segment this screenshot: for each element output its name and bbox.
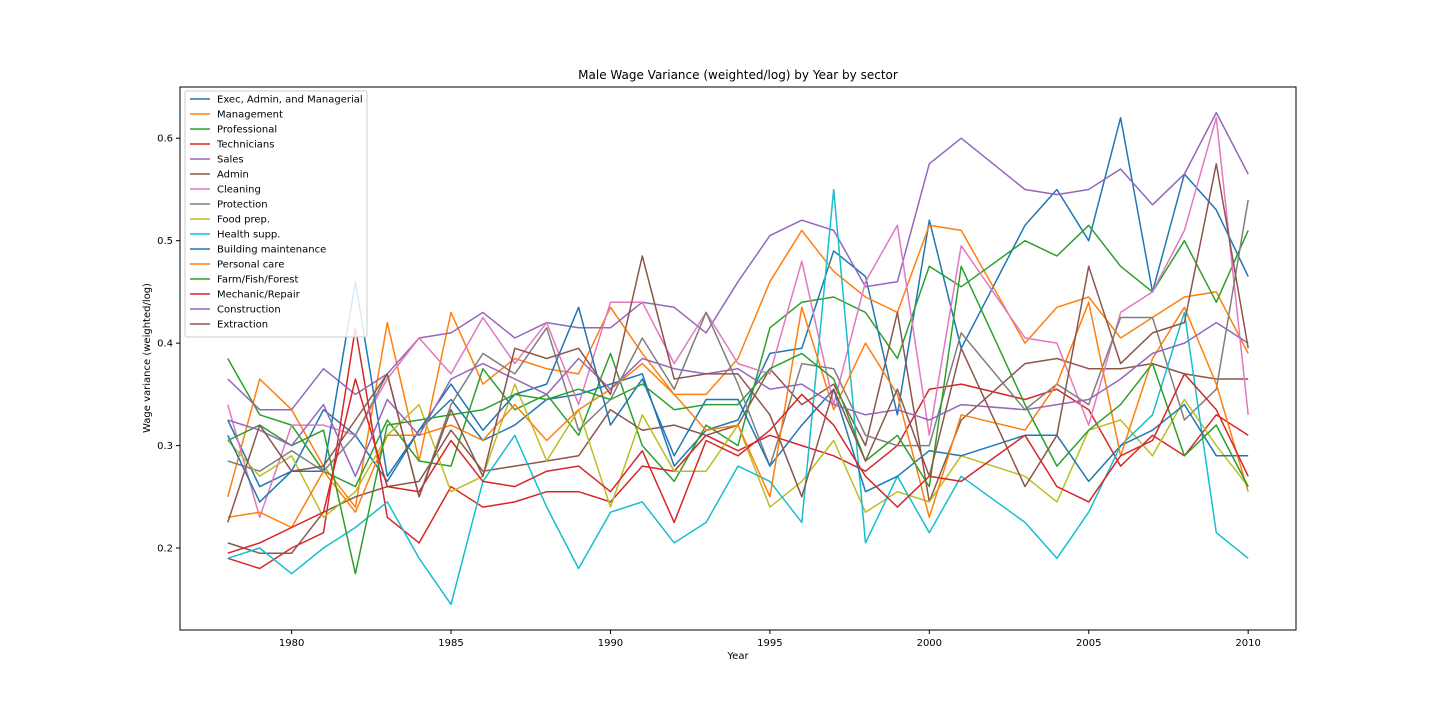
- legend-label: Exec, Admin, and Managerial: [217, 95, 363, 106]
- y-tick-label: 0.5: [157, 236, 173, 247]
- y-axis-label: Wage variance (weighted/log): [142, 283, 153, 433]
- x-tick-label: 1980: [279, 638, 304, 649]
- series-line-15: [227, 321, 1249, 478]
- series-line-4: [227, 327, 1249, 570]
- x-axis-label: Year: [726, 651, 749, 662]
- series-line-7: [227, 116, 1249, 519]
- y-tick-label: 0.2: [157, 544, 173, 555]
- series-layer: [227, 111, 1249, 606]
- chart-title: Male Wage Variance (weighted/log) by Yea…: [578, 68, 898, 82]
- legend-label: Protection: [217, 200, 268, 211]
- series-line-2: [227, 224, 1249, 508]
- y-axis: 0.2 0.3 0.4 0.5 0.6: [157, 134, 180, 555]
- legend-label: Admin: [217, 170, 249, 181]
- x-tick-label: 2010: [1235, 638, 1260, 649]
- x-axis: 1980 1985 1990 1995 2000 2005 2010: [279, 630, 1261, 649]
- series-line-13: [227, 265, 1249, 575]
- series-line-1: [227, 116, 1249, 488]
- series-line-6: [227, 311, 1249, 554]
- series-line-14: [227, 373, 1249, 554]
- y-tick-label: 0.3: [157, 441, 173, 452]
- legend-label: Food prep.: [217, 215, 270, 226]
- legend-label: Sales: [217, 155, 244, 166]
- x-tick-label: 2005: [1076, 638, 1101, 649]
- legend-label: Mechanic/Repair: [217, 290, 301, 301]
- x-tick-label: 1990: [598, 638, 623, 649]
- legend-label: Health supp.: [217, 230, 280, 241]
- legend-label: Construction: [217, 305, 281, 316]
- series-line-11: [227, 280, 1249, 503]
- legend-label: Extraction: [217, 320, 268, 331]
- legend-label: Cleaning: [217, 185, 261, 196]
- legend-box: [184, 90, 368, 338]
- series-line-16: [227, 163, 1249, 523]
- legend-label: Farm/Fish/Forest: [217, 275, 298, 286]
- series-line-3: [227, 224, 1249, 488]
- legend-label: Technicians: [216, 140, 274, 151]
- legend-label: Professional: [217, 125, 277, 136]
- series-line-10: [227, 188, 1249, 606]
- legend-label: Management: [217, 110, 283, 121]
- x-tick-label: 2000: [917, 638, 942, 649]
- legend-label: Personal care: [217, 260, 284, 271]
- y-tick-label: 0.6: [157, 134, 173, 145]
- x-tick-label: 1985: [438, 638, 463, 649]
- plot-frame: [179, 86, 1297, 631]
- y-tick-label: 0.4: [157, 339, 173, 350]
- legend-label: Building maintenance: [217, 245, 326, 256]
- x-tick-label: 1995: [757, 638, 782, 649]
- series-line-12: [227, 301, 1249, 529]
- series-line-5: [227, 111, 1249, 411]
- legend: Exec, Admin, and Managerial Management Pro…: [184, 90, 368, 338]
